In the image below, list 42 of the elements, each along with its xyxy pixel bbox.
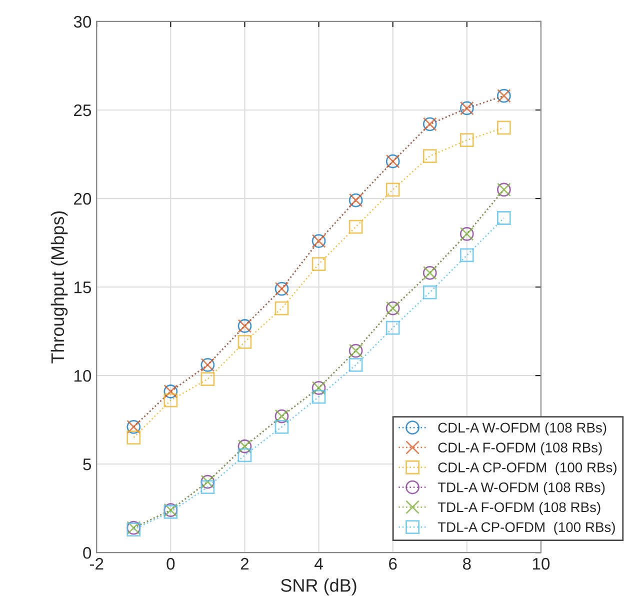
point (126, 430, 141, 444)
point (386, 182, 400, 197)
point (274, 301, 289, 316)
y-tick-label: 25 (74, 104, 92, 116)
x-tick-label: 4 (314, 558, 323, 570)
legend-label: CDL-A F-OFDM (108 RBs) (438, 442, 602, 456)
x-tick-label: 10 (532, 558, 550, 570)
point (348, 220, 363, 234)
point (164, 393, 178, 408)
point (274, 420, 289, 434)
point (238, 448, 252, 462)
x-tick-label: 0 (166, 558, 175, 570)
point (312, 257, 326, 271)
x-tick-label: 6 (389, 558, 397, 570)
legend-label: TDL-A F-OFDM (108 RBs) (438, 502, 600, 515)
x-tick-label: 8 (462, 558, 471, 570)
point (460, 248, 474, 262)
point (348, 358, 363, 372)
point (496, 211, 511, 225)
point (422, 285, 437, 300)
point (200, 372, 215, 386)
y-axis-title: Throughput (Mbps) (50, 211, 68, 364)
x-tick-label: 2 (240, 558, 249, 570)
point (386, 320, 400, 335)
legend-label: CDL-A CP-OFDM (100 RBs) (438, 462, 616, 476)
point (460, 133, 474, 148)
y-tick-label: 15 (74, 282, 92, 294)
point (312, 390, 326, 404)
x-tick-label: -2 (90, 558, 104, 570)
point (238, 334, 252, 349)
y-tick-label: 0 (83, 547, 92, 559)
y-tick-label: 30 (74, 16, 92, 28)
point (200, 480, 215, 494)
point (422, 149, 437, 163)
y-tick-label: 20 (74, 192, 92, 205)
y-tick-label: 5 (83, 458, 92, 470)
point (496, 120, 511, 135)
legend-label: TDL-A CP-OFDM (100 RBs) (438, 522, 615, 535)
legend-label: CDL-A W-OFDM (108 RBs) (438, 422, 606, 436)
y-tick-label: 10 (74, 370, 92, 382)
x-axis-title: SNR (dB) (280, 578, 356, 596)
legend-label: TDL-A W-OFDM (108 RBs) (438, 482, 605, 495)
